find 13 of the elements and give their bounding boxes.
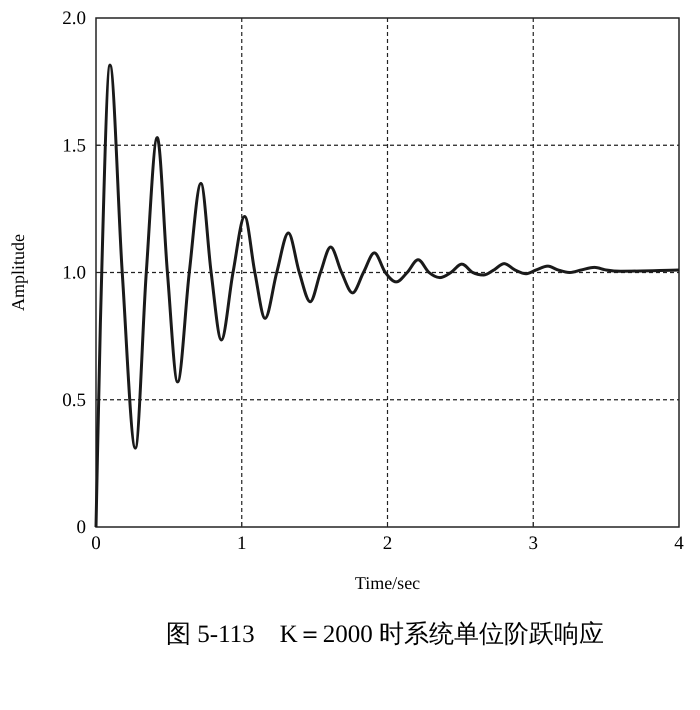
y-tick-label: 2.0 [62,8,86,29]
y-tick-label: 1.5 [62,135,86,156]
x-tick-label: 3 [528,533,538,554]
y-tick-label: 0 [76,517,86,538]
x-axis-title: Time/sec [354,573,420,593]
caption: 图 5-113 K＝2000 时系统单位阶跃响应 [166,620,604,648]
x-tick-label: 1 [237,533,246,554]
y-axis-title: Amplitude [8,234,28,311]
x-tick-label: 0 [91,533,101,554]
x-tick-label: 4 [674,533,684,554]
x-tick-label: 2 [382,533,392,554]
y-tick-label: 0.5 [62,390,86,411]
y-tick-label: 1.0 [62,262,86,284]
